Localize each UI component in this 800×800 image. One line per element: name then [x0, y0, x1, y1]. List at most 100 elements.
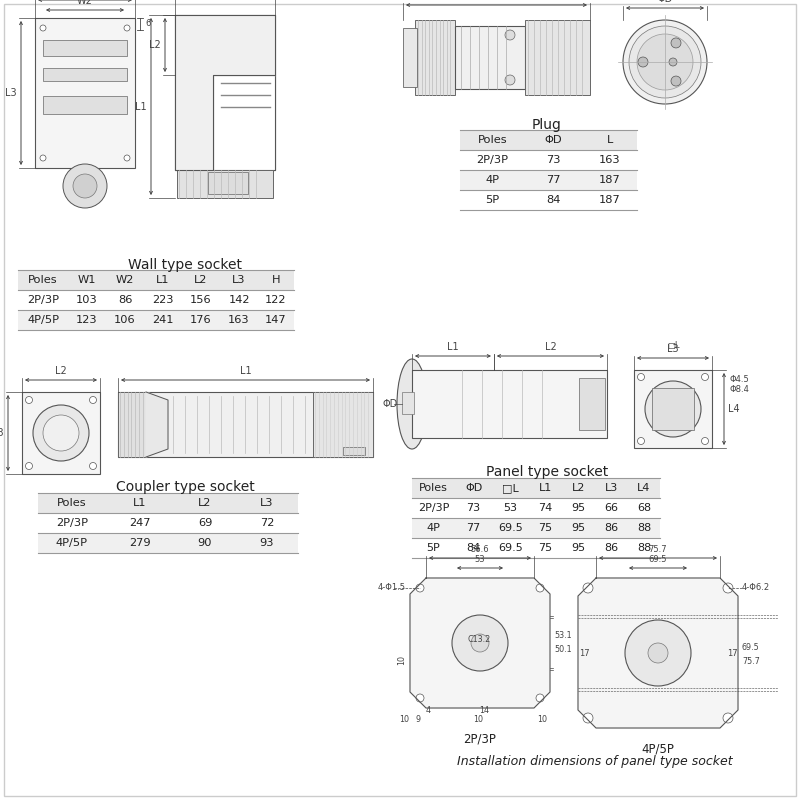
Bar	[492, 498, 529, 518]
Circle shape	[90, 397, 97, 403]
Bar	[415, 20, 455, 95]
Circle shape	[536, 694, 544, 702]
Text: 17: 17	[726, 649, 738, 658]
Bar	[525, 130, 582, 150]
Text: 68: 68	[637, 503, 651, 513]
Bar	[628, 518, 660, 538]
Bar	[43, 40, 127, 56]
Circle shape	[702, 438, 709, 445]
Text: 10: 10	[398, 655, 406, 665]
Text: 69.5: 69.5	[649, 555, 667, 564]
Text: 74: 74	[538, 503, 553, 513]
Bar	[18, 310, 68, 330]
Bar	[220, 270, 258, 290]
Text: 66: 66	[605, 503, 618, 513]
Text: L1: L1	[240, 366, 251, 376]
Bar	[106, 310, 144, 330]
Text: L2: L2	[194, 275, 208, 285]
Text: 5P: 5P	[426, 543, 440, 553]
Bar	[582, 130, 637, 150]
Text: 50.1: 50.1	[554, 645, 572, 654]
Bar	[460, 170, 525, 190]
Text: L1: L1	[134, 498, 146, 508]
Bar	[562, 518, 595, 538]
Circle shape	[416, 694, 424, 702]
Bar	[455, 26, 525, 89]
Circle shape	[669, 58, 677, 66]
Bar	[208, 172, 248, 194]
Text: 247: 247	[130, 518, 150, 528]
Text: ΦD: ΦD	[658, 0, 673, 4]
Text: L3: L3	[232, 275, 246, 285]
Text: L1: L1	[539, 483, 552, 493]
Text: L2: L2	[545, 342, 556, 352]
Text: Panel type socket: Panel type socket	[486, 465, 608, 479]
Bar	[595, 518, 628, 538]
Text: 73: 73	[546, 155, 561, 165]
Circle shape	[124, 155, 130, 161]
Bar	[106, 513, 174, 533]
Text: 4P/5P: 4P/5P	[56, 538, 88, 548]
Circle shape	[623, 20, 707, 104]
Polygon shape	[175, 15, 275, 170]
Text: 2P/3P: 2P/3P	[418, 503, 449, 513]
Text: 95: 95	[571, 503, 586, 513]
Text: 73: 73	[466, 503, 481, 513]
Bar	[174, 493, 236, 513]
Text: 95: 95	[571, 543, 586, 553]
Circle shape	[40, 25, 46, 31]
Bar	[628, 538, 660, 558]
Bar	[213, 75, 275, 170]
Text: 187: 187	[598, 175, 620, 185]
Circle shape	[63, 164, 107, 208]
Bar	[628, 478, 660, 498]
Bar	[236, 493, 298, 513]
Bar	[258, 270, 294, 290]
Text: 4: 4	[426, 706, 430, 715]
Circle shape	[452, 615, 508, 671]
Text: L1: L1	[447, 342, 458, 352]
Text: 156: 156	[190, 295, 212, 305]
Bar	[460, 190, 525, 210]
Text: 53: 53	[474, 555, 486, 564]
Text: L4: L4	[638, 483, 650, 493]
Bar	[68, 270, 106, 290]
Bar	[525, 190, 582, 210]
Text: L3: L3	[0, 428, 4, 438]
Text: W2: W2	[77, 0, 93, 6]
Circle shape	[40, 155, 46, 161]
Text: 75: 75	[538, 543, 553, 553]
Bar	[144, 270, 182, 290]
Bar	[182, 290, 220, 310]
Circle shape	[702, 374, 709, 381]
Bar	[106, 533, 174, 553]
Bar	[68, 290, 106, 310]
Text: 75.7: 75.7	[742, 657, 760, 666]
Circle shape	[26, 462, 33, 470]
Text: L2: L2	[55, 366, 67, 376]
Text: Poles: Poles	[419, 483, 448, 493]
Bar	[402, 392, 414, 414]
Circle shape	[723, 713, 733, 723]
Text: Installation dimensions of panel type socket: Installation dimensions of panel type so…	[457, 755, 733, 768]
Bar	[529, 498, 562, 518]
Text: W1: W1	[78, 275, 96, 285]
Text: L1: L1	[156, 275, 170, 285]
Text: 9: 9	[415, 715, 421, 724]
Text: 2P/3P: 2P/3P	[56, 518, 88, 528]
Circle shape	[124, 25, 130, 31]
Circle shape	[536, 584, 544, 592]
Text: 77: 77	[466, 523, 481, 533]
Circle shape	[638, 374, 645, 381]
Text: 69.5: 69.5	[742, 643, 760, 653]
Text: 75.7: 75.7	[649, 545, 667, 554]
Bar	[562, 478, 595, 498]
Bar	[106, 290, 144, 310]
Text: 90: 90	[198, 538, 212, 548]
Circle shape	[505, 30, 515, 40]
Text: Wall type socket: Wall type socket	[128, 258, 242, 272]
Bar	[236, 513, 298, 533]
Bar	[106, 270, 144, 290]
Bar	[595, 538, 628, 558]
Text: L3: L3	[605, 483, 618, 493]
